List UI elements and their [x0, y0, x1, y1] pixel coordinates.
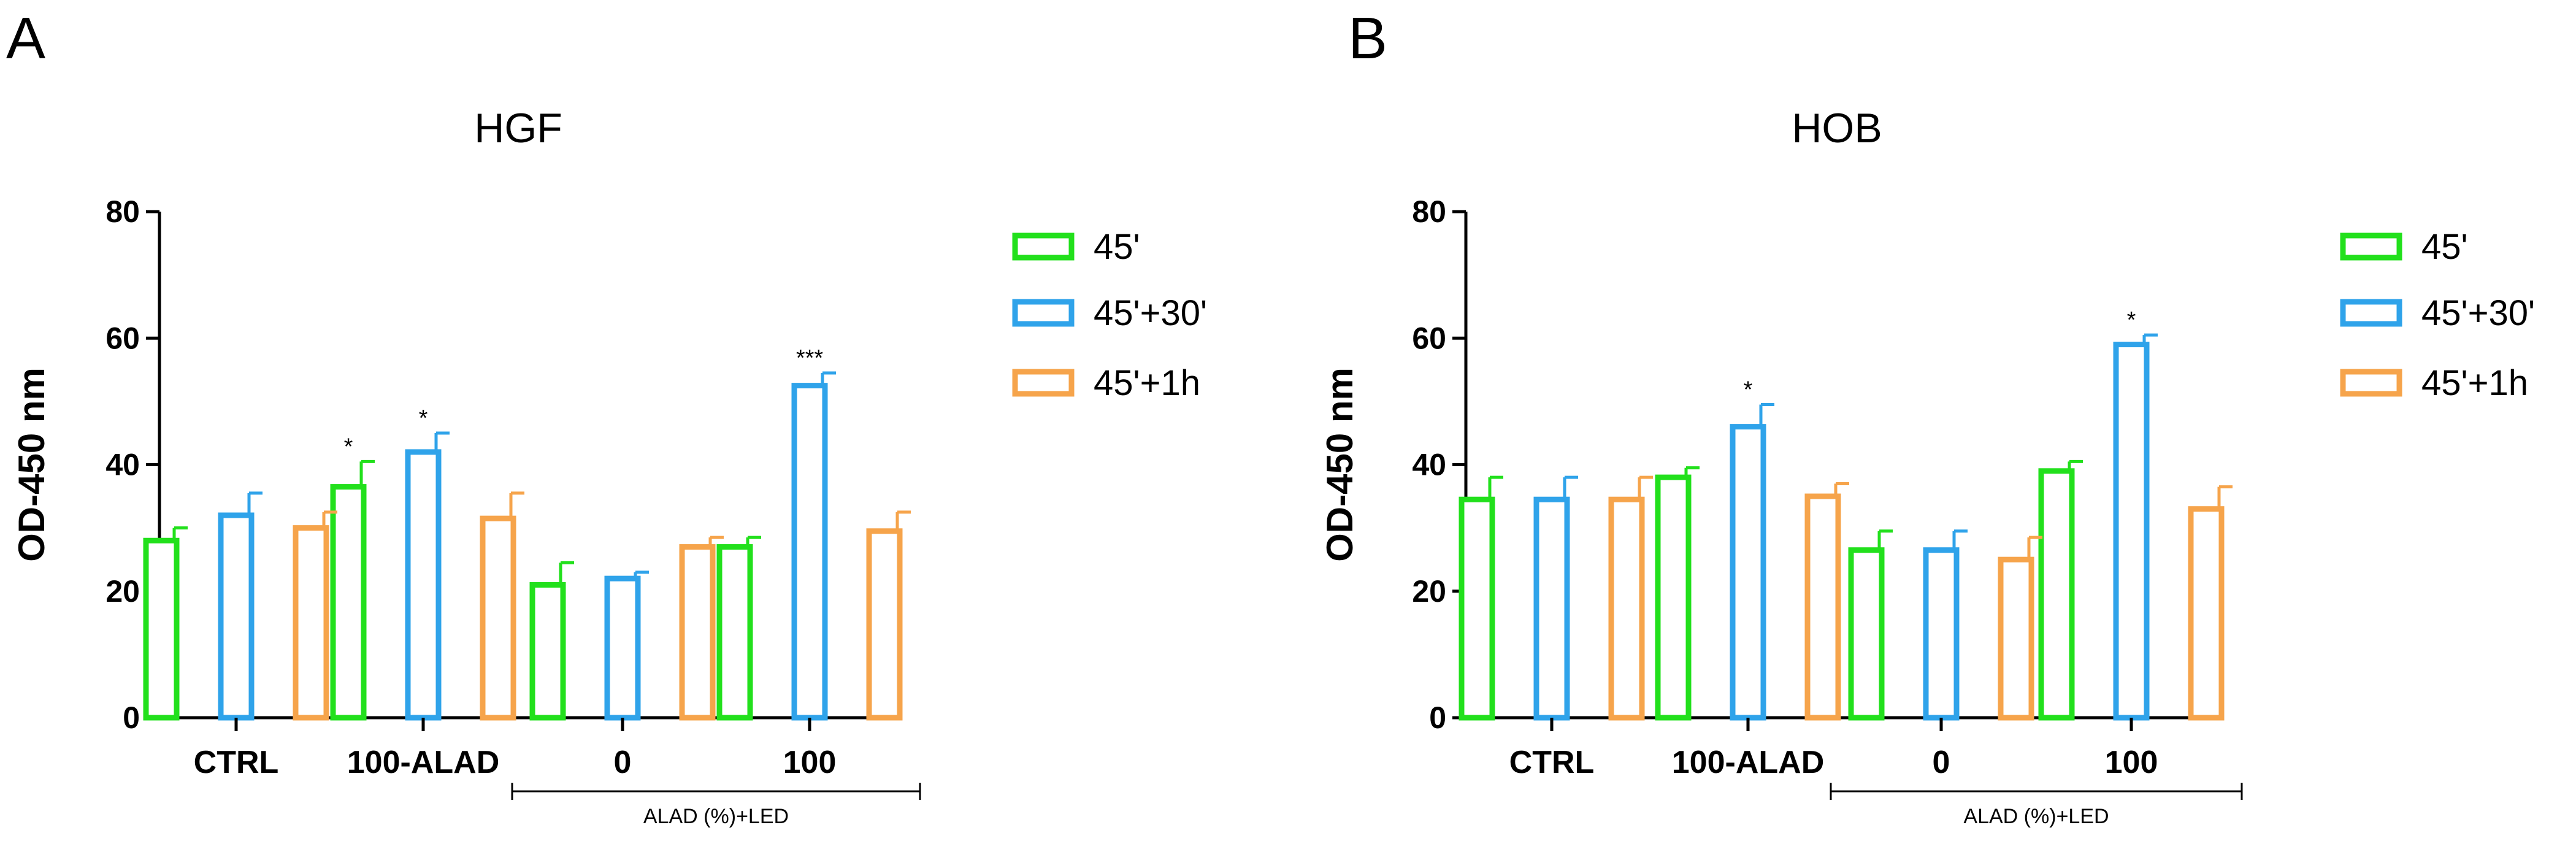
- y-tick-label: 0: [123, 701, 140, 735]
- chart-title: HGF: [474, 105, 562, 152]
- category-label: 100-ALAD: [347, 745, 500, 780]
- legend-swatch: [1012, 369, 1075, 397]
- bar: [1730, 424, 1766, 721]
- bar: [330, 484, 367, 721]
- bar: [1608, 496, 1645, 721]
- category-label: CTRL: [194, 745, 279, 780]
- bar: [716, 544, 753, 721]
- bar: [529, 582, 566, 721]
- category-label: CTRL: [1509, 745, 1595, 780]
- legend-label: 45'+1h: [1094, 363, 1200, 403]
- y-axis-label: OD-450 nm: [1319, 367, 1360, 562]
- bar: [1848, 547, 1885, 721]
- panel-b-chart: HOB OD-450 nm 0 20 40 60 80 * * CTRL 100-ALAD 0 100 A…: [1319, 105, 2535, 828]
- significance-marker: ***: [796, 345, 824, 371]
- bar: [1533, 496, 1570, 721]
- legend-swatch: [1012, 299, 1075, 327]
- significance-marker: *: [2127, 307, 2136, 333]
- bar: [604, 575, 641, 721]
- bar: [480, 515, 516, 721]
- category-label: 100-ALAD: [1672, 745, 1825, 780]
- significance-marker: *: [1744, 377, 1753, 403]
- y-axis-label: OD-450 nm: [11, 367, 52, 562]
- legend-swatch: [2340, 369, 2402, 397]
- panel-a-letter: A: [6, 6, 45, 71]
- y-tick-label: 20: [1412, 574, 1446, 609]
- legend-swatch: [1012, 232, 1075, 261]
- significance-marker: *: [419, 405, 428, 431]
- bar: [2188, 506, 2225, 721]
- y-tick-label: 80: [1412, 194, 1446, 229]
- y-tick-label: 0: [1429, 701, 1446, 735]
- legend-label: 45'+30': [1094, 293, 1207, 333]
- category-label: 100: [783, 745, 837, 780]
- bar: [791, 383, 828, 721]
- bar: [1923, 547, 1960, 721]
- category-label: 100: [2105, 745, 2158, 780]
- y-tick-label: 40: [105, 448, 140, 482]
- y-tick-label: 80: [105, 194, 140, 229]
- legend-swatch: [2340, 232, 2402, 261]
- group-label: ALAD (%)+LED: [643, 805, 789, 828]
- y-tick-label: 40: [1412, 448, 1446, 482]
- bar: [866, 528, 903, 721]
- panel-b-letter: B: [1348, 6, 1387, 71]
- category-label: 0: [1933, 745, 1950, 780]
- group-label: ALAD (%)+LED: [1963, 805, 2109, 828]
- bar: [1655, 474, 1692, 721]
- bar: [293, 525, 329, 721]
- significance-marker: *: [344, 434, 353, 459]
- legend-swatch: [2340, 299, 2402, 327]
- bar: [143, 537, 180, 721]
- y-tick-label: 60: [105, 321, 140, 355]
- legend-label: 45'+30': [2421, 293, 2535, 333]
- chart-title: HOB: [1792, 105, 1882, 152]
- y-tick-label: 20: [105, 574, 140, 609]
- bar: [1998, 556, 2034, 721]
- bar: [2113, 342, 2150, 721]
- bar: [2038, 468, 2075, 721]
- bar: [1804, 493, 1841, 721]
- legend-label: 45': [1094, 227, 1140, 267]
- bar: [405, 449, 442, 721]
- bar: [679, 544, 716, 721]
- bar: [218, 512, 255, 721]
- y-tick-label: 60: [1412, 321, 1446, 355]
- legend-label: 45': [2421, 227, 2468, 267]
- bar: [1459, 496, 1495, 721]
- category-label: 0: [614, 745, 632, 780]
- legend-label: 45'+1h: [2421, 363, 2528, 403]
